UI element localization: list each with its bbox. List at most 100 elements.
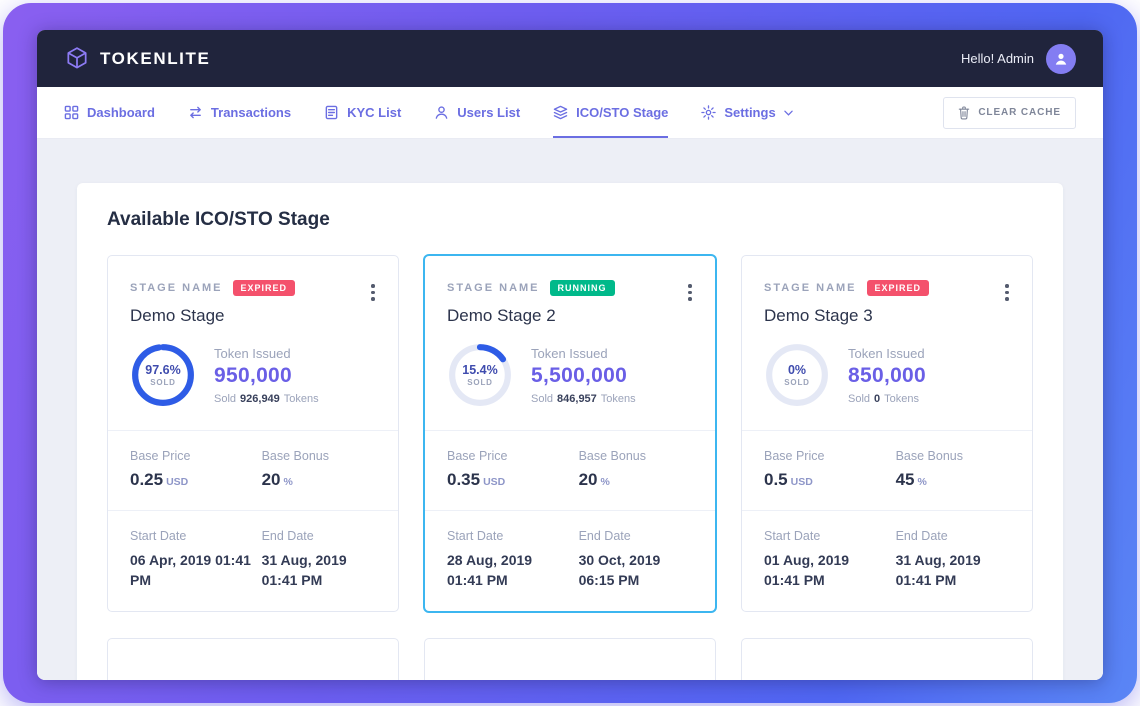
swap-arrows-icon [190, 106, 201, 119]
sold-caps-label: SOLD [784, 378, 810, 387]
end-date-label: End Date [578, 529, 631, 543]
token-issued-label: Token Issued [848, 345, 925, 361]
price-bonus-row: Base Price 0.35 USD Base Bonus 20% [425, 430, 715, 510]
stage-name-label: STAGE NAME [130, 282, 223, 294]
nav-item-users-list[interactable]: Users List [434, 87, 520, 138]
token-info: Token Issued 850,000 Sold 0 Tokens [848, 346, 926, 405]
sold-line: Sold 846,957 Tokens [531, 392, 636, 405]
base-price-value: 0.35 [447, 470, 481, 489]
nav-item-dashboard[interactable]: Dashboard [64, 87, 155, 138]
page-title: Available ICO/STO Stage [107, 209, 330, 230]
card-menu-button[interactable] [998, 282, 1016, 303]
base-price-value: 0.5 [764, 470, 788, 489]
stage-name: Demo Stage [130, 306, 225, 325]
stage-cards-grid-partial [107, 637, 1033, 680]
clear-cache-button[interactable]: CLEAR CACHE [943, 96, 1076, 129]
nav-item-transactions[interactable]: Transactions [188, 87, 291, 138]
nav-item-kyc-list[interactable]: KYC List [324, 87, 401, 138]
sold-line: Sold 926,949 Tokens [214, 392, 319, 405]
usd-unit: USD [166, 476, 189, 488]
list-document-icon [325, 105, 338, 120]
start-date-value: 01 Aug, 2019 01:41 PM [764, 552, 850, 589]
content-area: Available ICO/STO Stage STAGE NAME EXPIR… [37, 139, 1103, 680]
token-issued-value: 5,500,000 [531, 363, 628, 387]
card-menu-button[interactable] [364, 282, 382, 303]
status-badge: EXPIRED [232, 280, 296, 296]
start-date-label: Start Date [764, 529, 821, 543]
start-date-value: 28 Aug, 2019 01:41 PM [447, 552, 533, 589]
app-window: TOKENLITE Hello! Admin Dashboard [37, 30, 1103, 680]
clear-cache-label: CLEAR CACHE [978, 107, 1061, 118]
main-nav: Dashboard Transactions KYC List Users Li… [37, 87, 1103, 139]
stages-panel: Available ICO/STO Stage STAGE NAME EXPIR… [77, 183, 1063, 680]
user-icon [435, 106, 448, 119]
greeting-text: Hello! Admin [961, 51, 1034, 66]
usd-unit: USD [483, 476, 506, 488]
nav-item-settings[interactable]: Settings [701, 87, 793, 138]
base-bonus-value: 45 [895, 470, 915, 489]
base-bonus-label: Base Bonus [578, 449, 646, 463]
card-menu-button[interactable] [681, 282, 699, 303]
header-right: Hello! Admin [961, 43, 1076, 74]
end-date-label: End Date [261, 529, 314, 543]
base-bonus-value: 20 [261, 470, 281, 489]
token-info: Token Issued 950,000 Sold 926,949 Tokens [214, 346, 319, 405]
percent-unit: % [917, 476, 927, 488]
stage-card-demo-stage-2[interactable]: STAGE NAME RUNNING Demo Stage 2 [424, 255, 716, 612]
layers-icon [553, 105, 568, 120]
token-section: 15.4% SOLD Token Issued 5,500,000 Sold 8… [425, 326, 715, 430]
base-price-label: Base Price [130, 449, 191, 463]
nav-item-ico-sto-stage[interactable]: ICO/STO Stage [553, 87, 669, 138]
percent-unit: % [600, 476, 610, 488]
sold-donut-chart: 15.4% SOLD [447, 342, 513, 408]
cube-logo-icon [67, 46, 87, 69]
sold-amount: 0 [874, 392, 881, 405]
nav-label: ICO/STO Stage [576, 105, 669, 120]
stage-name-label: STAGE NAME [764, 282, 857, 294]
sold-amount: 926,949 [240, 392, 280, 405]
sold-donut-chart: 0% SOLD [764, 342, 830, 408]
end-date-value: 31 Aug, 2019 01:41 PM [895, 552, 981, 589]
base-bonus-label: Base Bonus [895, 449, 963, 463]
stage-card-partial[interactable] [424, 637, 716, 680]
grid-icon [64, 105, 79, 120]
base-price-value: 0.25 [130, 470, 164, 489]
status-badge: RUNNING [549, 280, 615, 296]
start-date-label: Start Date [447, 529, 504, 543]
stage-card-demo-stage[interactable]: STAGE NAME EXPIRED Demo Stage 9 [107, 255, 399, 612]
logo-text: TOKENLITE [100, 48, 211, 68]
nav-label: Settings [724, 105, 776, 120]
usd-unit: USD [790, 476, 813, 488]
stage-card-partial[interactable] [741, 637, 1033, 680]
sold-donut-chart: 97.6% SOLD [130, 342, 196, 408]
app-header: TOKENLITE Hello! Admin [37, 30, 1103, 87]
end-date-label: End Date [895, 529, 948, 543]
price-bonus-row: Base Price 0.25 USD Base Bonus 20% [108, 430, 398, 510]
dates-row: Start Date 06 Apr, 2019 01:41 PM End Dat… [108, 510, 398, 611]
base-bonus-value: 20 [578, 470, 598, 489]
nav-label: KYC List [347, 105, 402, 120]
base-price-label: Base Price [447, 449, 508, 463]
percent-unit: % [283, 476, 293, 488]
stage-card-demo-stage-3[interactable]: STAGE NAME EXPIRED Demo Stage 3 [741, 255, 1033, 612]
dates-row: Start Date 01 Aug, 2019 01:41 PM End Dat… [742, 510, 1032, 611]
nav-label: Dashboard [87, 105, 155, 120]
end-date-value: 31 Aug, 2019 01:41 PM [261, 552, 347, 589]
chevron-down-icon [783, 110, 793, 116]
gear-icon [701, 105, 717, 120]
token-section: 0% SOLD Token Issued 850,000 Sold 0 Toke… [742, 326, 1032, 430]
start-date-label: Start Date [130, 529, 187, 543]
card-head: STAGE NAME EXPIRED Demo Stage 3 [742, 256, 1032, 326]
sold-line: Sold 0 Tokens [848, 392, 920, 405]
nav-label: Users List [457, 105, 521, 120]
token-issued-label: Token Issued [531, 345, 608, 361]
start-date-value: 06 Apr, 2019 01:41 PM [130, 552, 251, 589]
base-price-label: Base Price [764, 449, 825, 463]
stage-card-partial[interactable] [107, 637, 399, 680]
end-date-value: 30 Oct, 2019 06:15 PM [578, 552, 661, 589]
logo: TOKENLITE [64, 46, 210, 72]
trash-icon [959, 105, 970, 119]
avatar-button[interactable] [1046, 43, 1076, 74]
user-icon [1055, 53, 1067, 65]
token-issued-value: 850,000 [848, 363, 927, 387]
